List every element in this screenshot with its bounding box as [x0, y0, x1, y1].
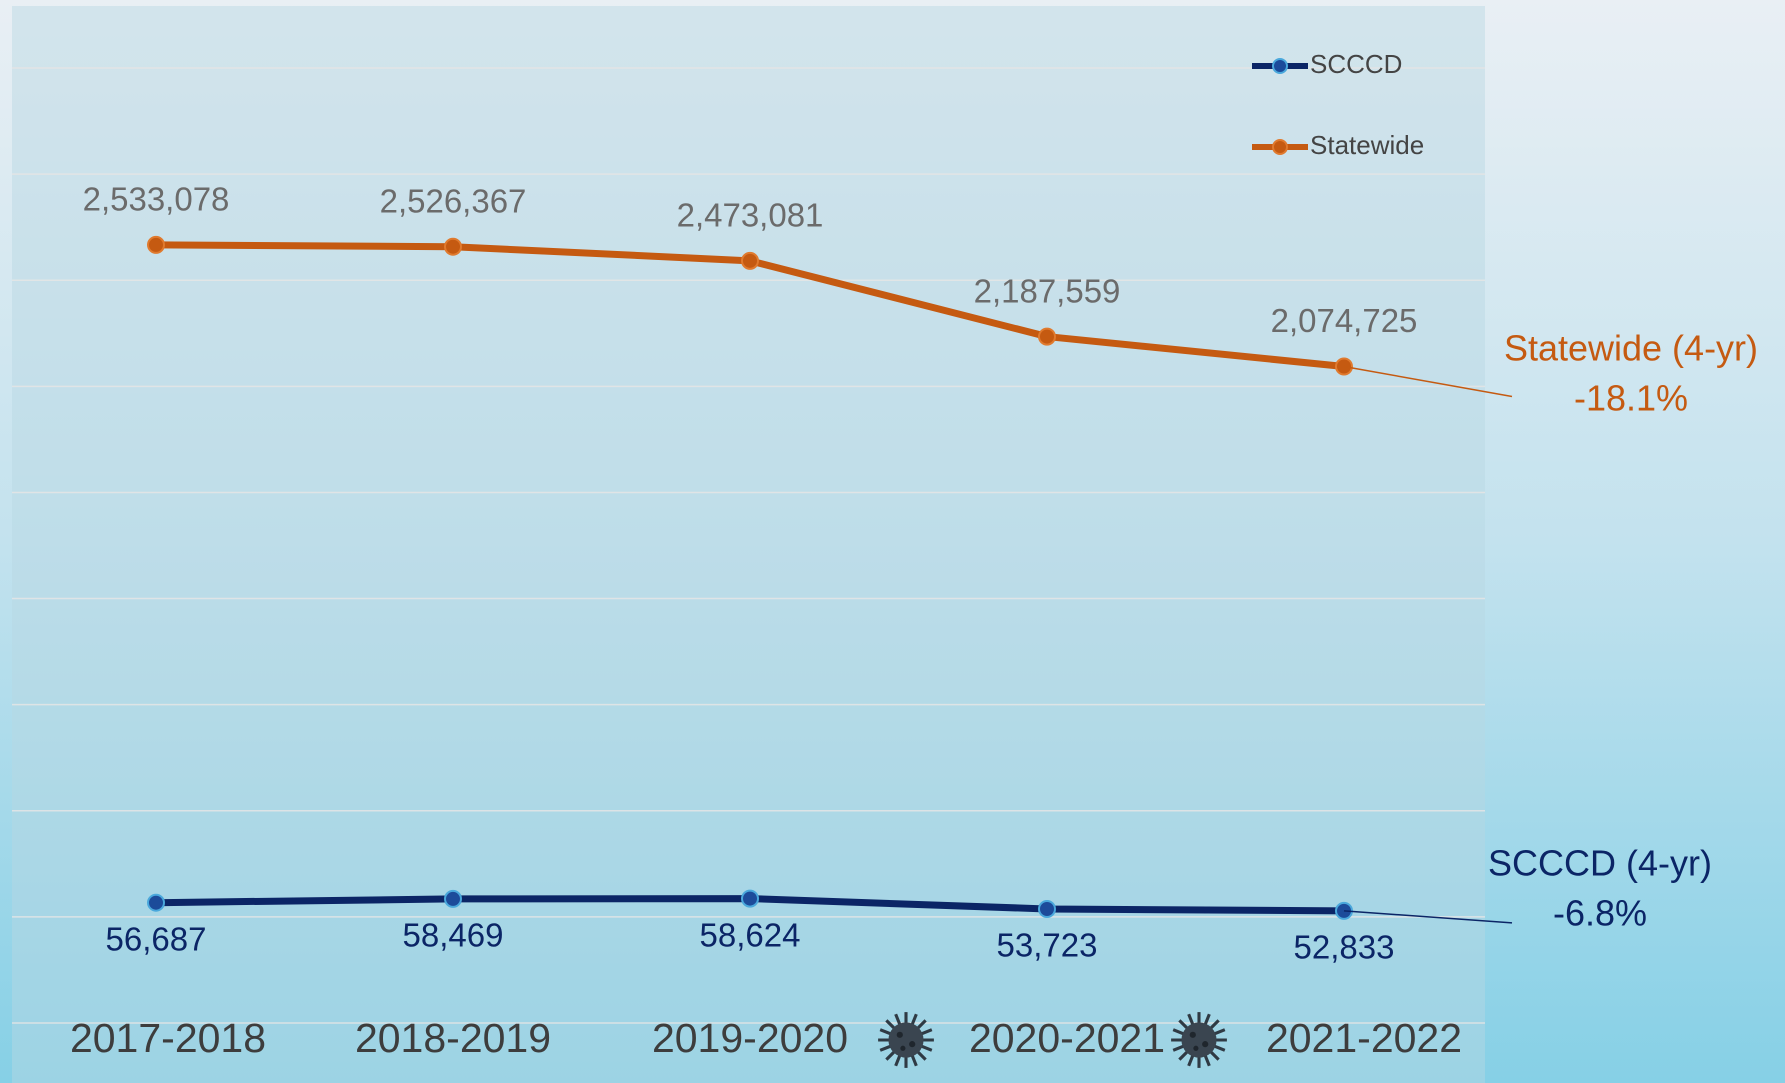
data-point — [742, 253, 758, 269]
annotation: -6.8% — [1553, 893, 1647, 934]
data-label: 2,533,078 — [83, 181, 230, 218]
data-point — [445, 239, 461, 255]
data-label: 2,526,367 — [380, 182, 527, 219]
data-point — [148, 895, 164, 911]
virus-icon — [878, 1012, 934, 1068]
virus-icon — [1171, 1012, 1227, 1068]
legend-marker — [1273, 140, 1287, 154]
legend-marker — [1273, 59, 1287, 73]
data-point — [148, 237, 164, 253]
x-tick-label: 2018-2019 — [355, 1015, 551, 1061]
legend-label: SCCCD — [1310, 49, 1402, 79]
x-tick-label: 2020-2021 — [969, 1015, 1165, 1061]
annotation: Statewide (4-yr) — [1504, 328, 1758, 369]
x-tick-label: 2017-2018 — [70, 1015, 266, 1061]
annotation: SCCCD (4-yr) — [1488, 843, 1712, 884]
data-point — [1039, 901, 1055, 917]
data-label: 53,723 — [997, 927, 1098, 964]
x-tick-label: 2021-2022 — [1266, 1015, 1462, 1061]
data-label: 52,833 — [1294, 929, 1395, 966]
data-label: 58,624 — [700, 916, 801, 953]
data-point — [1039, 329, 1055, 345]
data-label: 56,687 — [106, 920, 207, 957]
annotation: -18.1% — [1574, 378, 1688, 419]
data-label: 2,187,559 — [974, 272, 1121, 309]
data-label: 58,469 — [403, 917, 504, 954]
legend-label: Statewide — [1310, 130, 1424, 160]
chart: 56,687 58,469 58,624 53,723 52,833 2,533,078 2… — [0, 0, 1785, 1083]
x-tick-label: 2019-2020 — [652, 1015, 848, 1061]
data-point — [445, 891, 461, 907]
data-label: 2,473,081 — [677, 197, 824, 234]
data-point — [742, 891, 758, 907]
data-label: 2,074,725 — [1271, 302, 1418, 339]
